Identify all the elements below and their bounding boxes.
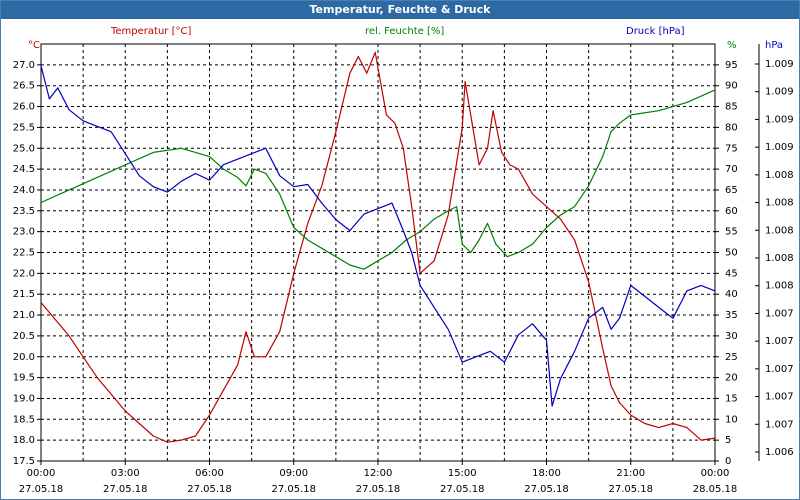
temperature-tick-label: 18.5 <box>13 414 35 425</box>
date-tick-label: 28.05.18 <box>693 484 738 495</box>
pressure-tick-label: 1.007 <box>765 419 794 430</box>
humidity-tick-label: 20 <box>725 373 738 384</box>
time-tick-label: 09:00 <box>279 468 308 479</box>
pressure-tick-label: 1.009 <box>765 87 794 98</box>
temperature-unit-label: °C <box>28 40 40 51</box>
temperature-tick-label: 19.0 <box>13 393 35 404</box>
temperature-tick-label: 20.5 <box>13 331 35 342</box>
temperature-tick-label: 27.0 <box>13 60 35 71</box>
grid <box>40 43 716 462</box>
time-tick-label: 12:00 <box>364 468 393 479</box>
temperature-tick-label: 25.5 <box>13 122 35 133</box>
pressure-tick-label: 1.007 <box>765 308 794 319</box>
humidity-tick-label: 0 <box>725 456 731 467</box>
temperature-axis-title: Temperatur [°C] <box>110 26 191 37</box>
humidity-axis: 0 5 10 15 20 25 30 35 40 45 50 55 60 65 70 75 80 85 90 95 <box>715 60 738 467</box>
pressure-tick-label: 1.008 <box>765 253 794 264</box>
humidity-tick-label: 40 <box>725 289 738 300</box>
humidity-axis-title: rel. Feuchte [%] <box>365 26 444 37</box>
temperature-tick-label: 23.0 <box>13 227 35 238</box>
window-title: Temperatur, Feuchte & Druck <box>1 1 799 19</box>
temperature-series-line <box>40 51 716 443</box>
humidity-tick-label: 90 <box>725 81 738 92</box>
axis-headers: °C % hPa Temperatur [°C] rel. Feuchte [%… <box>28 26 783 51</box>
temperature-tick-label: 26.5 <box>13 81 35 92</box>
chart-canvas: 17.5 18.0 18.5 19.0 19.5 20.0 20.5 21.0 21.5 22.0… <box>13 26 794 495</box>
date-tick-label: 27.05.18 <box>356 484 401 495</box>
temperature-tick-label: 18.0 <box>13 435 35 446</box>
pressure-unit-label: hPa <box>765 40 783 51</box>
humidity-tick-label: 95 <box>725 60 738 71</box>
temperature-tick-label: 22.5 <box>13 248 35 259</box>
temperature-tick-label: 24.0 <box>13 185 35 196</box>
humidity-tick-label: 50 <box>725 248 738 259</box>
humidity-tick-label: 85 <box>725 102 738 113</box>
temperature-tick-label: 19.5 <box>13 373 35 384</box>
humidity-tick-label: 75 <box>725 143 738 154</box>
pressure-axis: 1.006 1.007 1.007 1.007 1.007 1.007 1.008 1.008… <box>755 44 794 461</box>
temperature-tick-label: 26.0 <box>13 102 35 113</box>
temperature-tick-label: 24.5 <box>13 164 35 175</box>
series-lines <box>40 51 716 443</box>
date-tick-label: 27.05.18 <box>103 484 148 495</box>
humidity-tick-label: 25 <box>725 352 738 363</box>
date-tick-label: 27.05.18 <box>524 484 569 495</box>
temperature-tick-label: 23.5 <box>13 206 35 217</box>
humidity-tick-label: 60 <box>725 206 738 217</box>
pressure-series-line <box>40 65 716 407</box>
humidity-tick-label: 45 <box>725 268 738 279</box>
humidity-tick-label: 70 <box>725 164 738 175</box>
pressure-tick-label: 1.009 <box>765 114 794 125</box>
pressure-tick-label: 1.007 <box>765 336 794 347</box>
humidity-tick-label: 5 <box>725 435 731 446</box>
time-tick-label: 00:00 <box>27 468 56 479</box>
temperature-tick-label: 17.5 <box>13 456 35 467</box>
temperature-tick-label: 21.0 <box>13 310 35 321</box>
time-tick-label: 18:00 <box>532 468 561 479</box>
date-tick-label: 27.05.18 <box>19 484 64 495</box>
temperature-tick-label: 20.0 <box>13 352 35 363</box>
pressure-tick-label: 1.009 <box>765 59 794 70</box>
pressure-tick-label: 1.006 <box>765 447 794 458</box>
time-tick-label: 03:00 <box>111 468 140 479</box>
humidity-unit-label: % <box>727 40 737 51</box>
pressure-tick-label: 1.008 <box>765 225 794 236</box>
pressure-tick-label: 1.007 <box>765 364 794 375</box>
time-tick-label: 21:00 <box>616 468 645 479</box>
pressure-axis-title: Druck [hPa] <box>626 26 685 37</box>
pressure-tick-label: 1.007 <box>765 392 794 403</box>
humidity-tick-label: 15 <box>725 393 738 404</box>
pressure-tick-label: 1.009 <box>765 142 794 153</box>
humidity-tick-label: 35 <box>725 310 738 321</box>
pressure-tick-label: 1.008 <box>765 170 794 181</box>
humidity-tick-label: 80 <box>725 122 738 133</box>
time-tick-label: 00:00 <box>701 468 730 479</box>
date-tick-label: 27.05.18 <box>440 484 485 495</box>
date-tick-label: 27.05.18 <box>271 484 316 495</box>
date-tick-label: 27.05.18 <box>187 484 232 495</box>
humidity-tick-label: 30 <box>725 331 738 342</box>
time-tick-label: 06:00 <box>195 468 224 479</box>
temperature-tick-label: 22.0 <box>13 268 35 279</box>
humidity-series-line <box>40 89 716 270</box>
pressure-tick-label: 1.008 <box>765 281 794 292</box>
time-tick-label: 15:00 <box>448 468 477 479</box>
humidity-tick-label: 65 <box>725 185 738 196</box>
date-tick-label: 27.05.18 <box>608 484 653 495</box>
temperature-tick-label: 25.0 <box>13 143 35 154</box>
humidity-tick-label: 55 <box>725 227 738 238</box>
temperature-axis: 17.5 18.0 18.5 19.0 19.5 20.0 20.5 21.0 21.5 22.0… <box>13 60 41 467</box>
temperature-tick-label: 21.5 <box>13 289 35 300</box>
humidity-tick-label: 10 <box>725 414 738 425</box>
time-axis: 00:00 27.05.18 03:00 27.05.18 06:00 27.05.18 0… <box>19 461 738 495</box>
pressure-tick-label: 1.008 <box>765 198 794 209</box>
